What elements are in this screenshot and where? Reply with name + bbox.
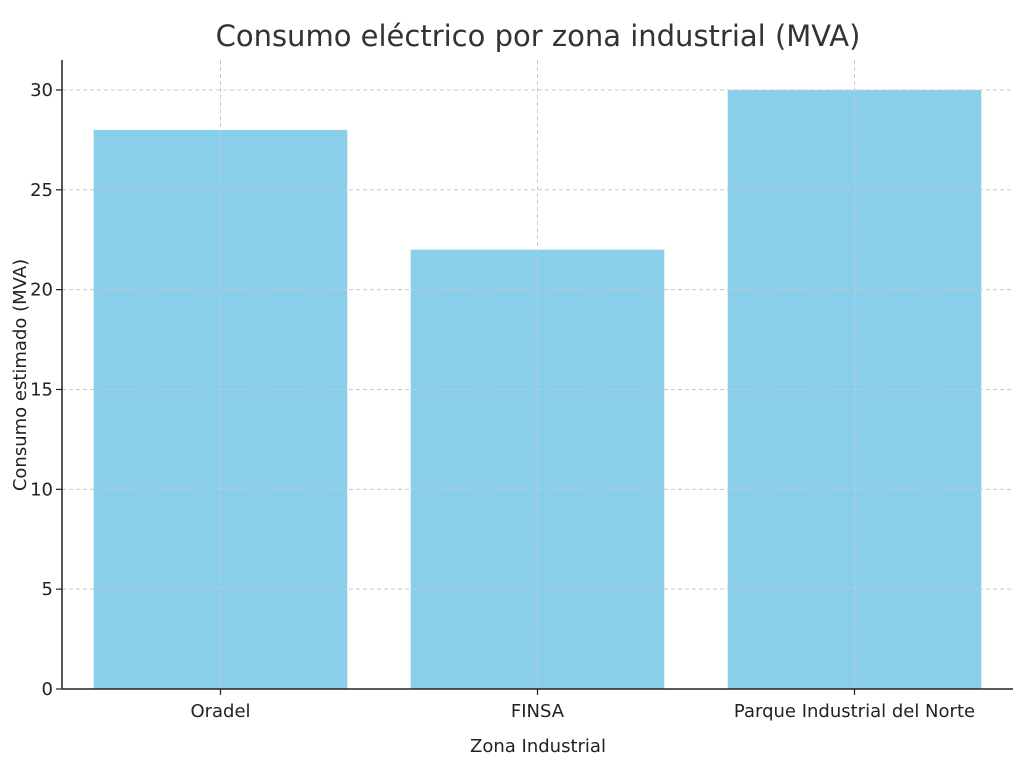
x-tick-label: Oradel (190, 701, 250, 722)
grid-lines (62, 60, 1013, 689)
y-tick-labels: 0 5 10 15 20 25 30 (30, 80, 62, 700)
y-tick-label: 10 (30, 479, 53, 500)
y-tick-label: 25 (30, 180, 53, 201)
bar (93, 129, 348, 689)
y-tick-label: 30 (30, 80, 53, 101)
y-tick-label: 5 (42, 579, 53, 600)
y-tick-label: 20 (30, 280, 53, 301)
y-tick-label: 15 (30, 379, 53, 400)
chart-title: Consumo eléctrico por zona industrial (M… (216, 19, 861, 53)
x-tick-label: FINSA (511, 701, 565, 722)
y-tick-label: 0 (42, 679, 53, 700)
x-tick-label: Parque Industrial del Norte (734, 701, 975, 722)
y-axis-label: Consumo estimado (MVA) (10, 259, 31, 491)
x-axis-label: Zona Industrial (470, 736, 606, 757)
x-tick-labels: Oradel FINSA Parque Industrial del Norte (190, 689, 975, 722)
